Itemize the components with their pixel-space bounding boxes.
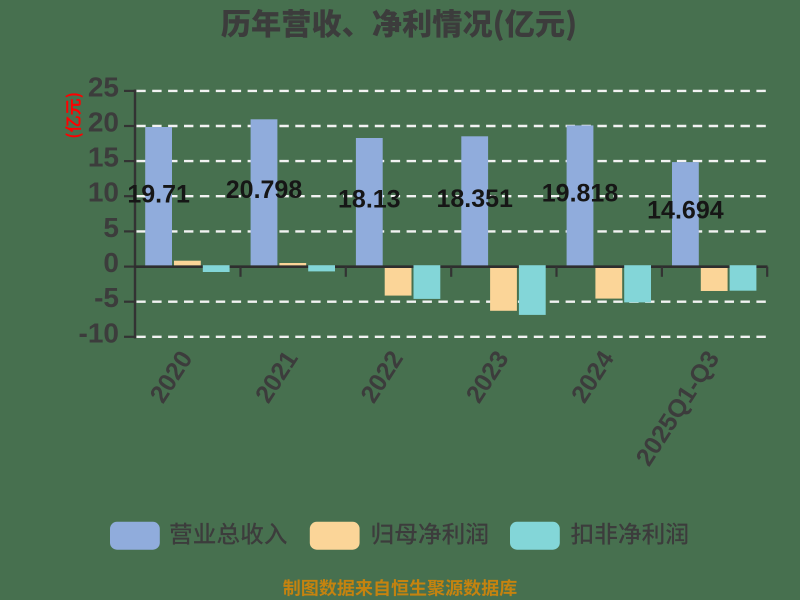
svg-text:20.798: 20.798 [226,176,303,204]
svg-text:-10: -10 [79,317,119,348]
svg-text:19.818: 19.818 [542,179,619,207]
svg-text:-5: -5 [94,282,119,313]
svg-text:20: 20 [88,107,119,138]
svg-text:19.71: 19.71 [127,181,190,209]
svg-text:0: 0 [103,247,119,278]
svg-text:14.694: 14.694 [647,197,724,225]
svg-text:5: 5 [103,212,119,243]
svg-text:18.13: 18.13 [338,186,401,214]
svg-text:18.351: 18.351 [436,185,513,213]
svg-text:25: 25 [88,71,119,102]
svg-text:15: 15 [88,142,119,173]
svg-text:10: 10 [88,177,119,208]
